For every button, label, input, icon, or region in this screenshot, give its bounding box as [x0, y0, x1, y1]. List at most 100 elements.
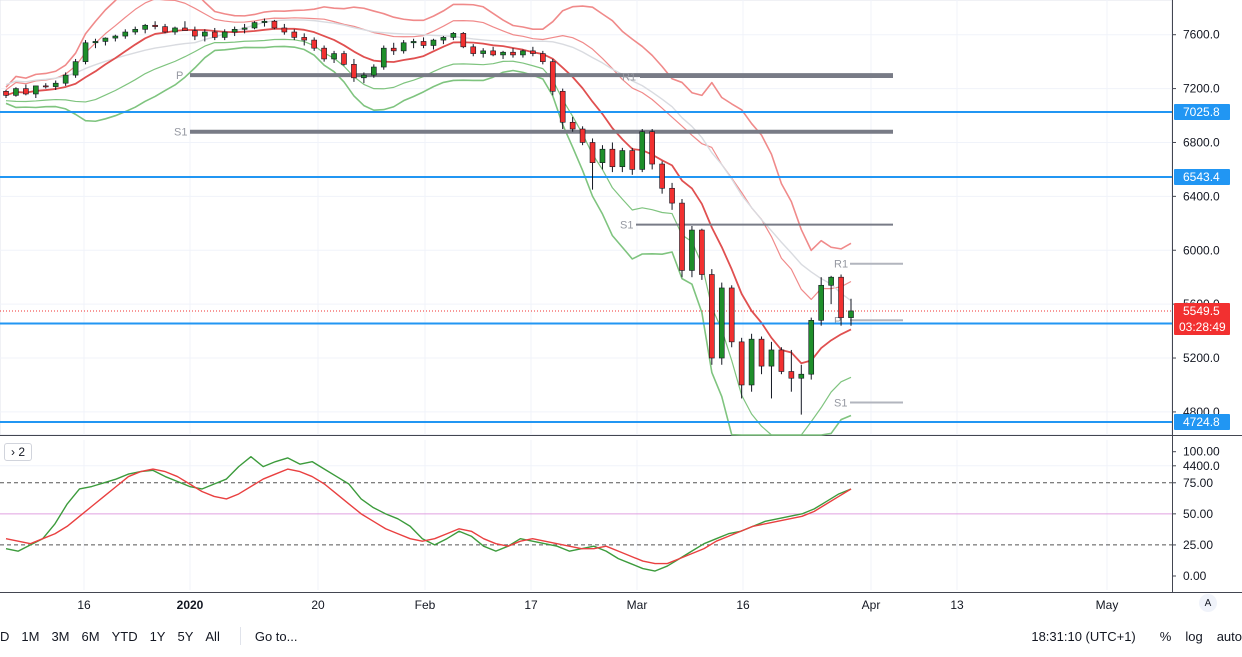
goto-date-button[interactable]: Go to...: [254, 628, 298, 644]
candlestick-series[interactable]: [3, 18, 854, 415]
auto-scale-button[interactable]: auto: [1216, 628, 1242, 644]
indicator-bands: [5, 0, 852, 436]
chevron-right-icon: ›: [10, 445, 19, 459]
timeframe-1m[interactable]: 1M: [21, 628, 40, 644]
osc-tick-label: 0.00: [1183, 569, 1207, 583]
timeframe-all[interactable]: All: [205, 628, 220, 644]
candle-down: [589, 142, 596, 163]
clock-timezone[interactable]: 18:31:10 (UTC+1): [1031, 628, 1136, 644]
candle-up: [62, 74, 69, 84]
candle-down: [152, 24, 158, 27]
candle-up: [520, 50, 526, 56]
candle-up: [718, 287, 725, 359]
time-tick-label: Feb: [415, 598, 436, 612]
timeframe-ytd[interactable]: YTD: [111, 628, 138, 644]
candle-down: [788, 371, 795, 379]
candle-up: [410, 41, 417, 44]
candle-down: [3, 90, 9, 96]
pivot-label: S1: [620, 220, 633, 232]
auto-scale-badge[interactable]: A: [1199, 594, 1217, 612]
candle-down: [162, 26, 168, 33]
time-tick-label: 2020: [177, 598, 204, 612]
timeframe-1y[interactable]: 1Y: [149, 628, 166, 644]
candle-up: [818, 284, 824, 321]
toolbar-divider: [239, 627, 241, 645]
candle-up: [361, 74, 367, 79]
candle-down: [490, 50, 496, 56]
pivot-label: S1: [834, 397, 847, 409]
candle-up: [599, 148, 606, 163]
toolbar-right-group: 18:31:10 (UTC+1) % log auto: [1017, 629, 1242, 644]
osc-tick-label: 25.00: [1183, 538, 1213, 552]
candle-down: [460, 33, 467, 48]
level-price-tag: [1174, 414, 1230, 431]
timeframe-d[interactable]: D: [0, 628, 10, 644]
level-price-tag-label: 4724.8: [1183, 415, 1220, 429]
candle-up: [92, 41, 99, 44]
log-scale-button[interactable]: log: [1185, 628, 1203, 644]
candle-up: [82, 42, 89, 62]
price-tick-label: 6800.0: [1183, 135, 1220, 149]
candle-down: [211, 31, 218, 38]
candle-down: [530, 50, 536, 54]
candle-up: [748, 338, 755, 386]
candle-up: [331, 53, 337, 60]
candle-up: [72, 61, 79, 76]
bottom-toolbar: D 1M 3M 6M YTD 1Y 5Y All Go to... 18:31:…: [0, 620, 1242, 652]
pivot-label: S1: [174, 127, 187, 139]
percent-scale-button[interactable]: %: [1159, 628, 1172, 644]
price-tick-label: 7200.0: [1183, 82, 1220, 96]
candle-up: [639, 131, 646, 170]
candle-up: [828, 276, 834, 286]
timeframe-3m[interactable]: 3M: [51, 628, 70, 644]
candle-up: [480, 50, 486, 54]
support-resistance-lines[interactable]: [0, 111, 1172, 424]
lower-band-line: [5, 45, 852, 436]
candle-down: [728, 287, 735, 343]
candle-up: [440, 37, 447, 41]
pivot-levels: P R1 S1 S1 R1 P S1: [174, 70, 903, 409]
oscillator-pane-toggle[interactable]: › 2: [4, 443, 32, 461]
price-tick-label: 5200.0: [1183, 351, 1220, 365]
candle-down: [649, 131, 655, 165]
candle-down: [510, 51, 516, 56]
candle-up: [221, 31, 228, 38]
candle-up: [371, 66, 377, 76]
middle-average-line: [5, 27, 852, 365]
price-tick-label: 6400.0: [1183, 189, 1220, 203]
candle-down: [699, 229, 705, 275]
candle-down: [341, 53, 347, 65]
candle-down: [192, 30, 198, 37]
candle-up: [500, 51, 506, 56]
candle-up: [142, 24, 148, 30]
candle-down: [291, 31, 298, 38]
candle-up: [132, 29, 139, 33]
candle-down: [390, 47, 397, 52]
time-tick-label: May: [1096, 598, 1119, 612]
candle-up: [33, 85, 39, 95]
time-tick-label: 16: [736, 598, 750, 612]
chart-canvas[interactable]: P R1 S1 S1 R1 P S1 7600.0 7200.0 6800.0 6400.0 600…: [0, 0, 1242, 620]
candle-up: [241, 27, 248, 30]
price-axis[interactable]: 7600.07200.06800.06400.06000.05600.05200…: [1172, 28, 1230, 583]
upper-band-line: [5, 0, 852, 252]
candle-up: [450, 33, 457, 38]
osc-tick-label: 50.00: [1183, 507, 1213, 521]
pivot-label: R1: [834, 259, 848, 271]
candle-up: [380, 47, 387, 68]
candle-down: [579, 128, 586, 143]
candle-up: [848, 310, 854, 318]
candle-down: [351, 64, 357, 79]
candle-down: [629, 150, 636, 170]
bar-countdown-label: 03:28:49: [1179, 320, 1226, 334]
time-axis[interactable]: 16 2020 20 Feb 17 Mar 16 Apr 13 May: [77, 598, 1118, 612]
candle-up: [689, 229, 695, 271]
timeframe-5y[interactable]: 5Y: [177, 628, 194, 644]
candle-down: [23, 88, 29, 95]
candle-up: [768, 349, 775, 367]
candle-down: [470, 46, 477, 54]
candle-up: [172, 27, 178, 33]
timeframe-6m[interactable]: 6M: [81, 628, 100, 644]
level-price-tag: [1174, 104, 1230, 121]
time-tick-label: 13: [950, 598, 964, 612]
